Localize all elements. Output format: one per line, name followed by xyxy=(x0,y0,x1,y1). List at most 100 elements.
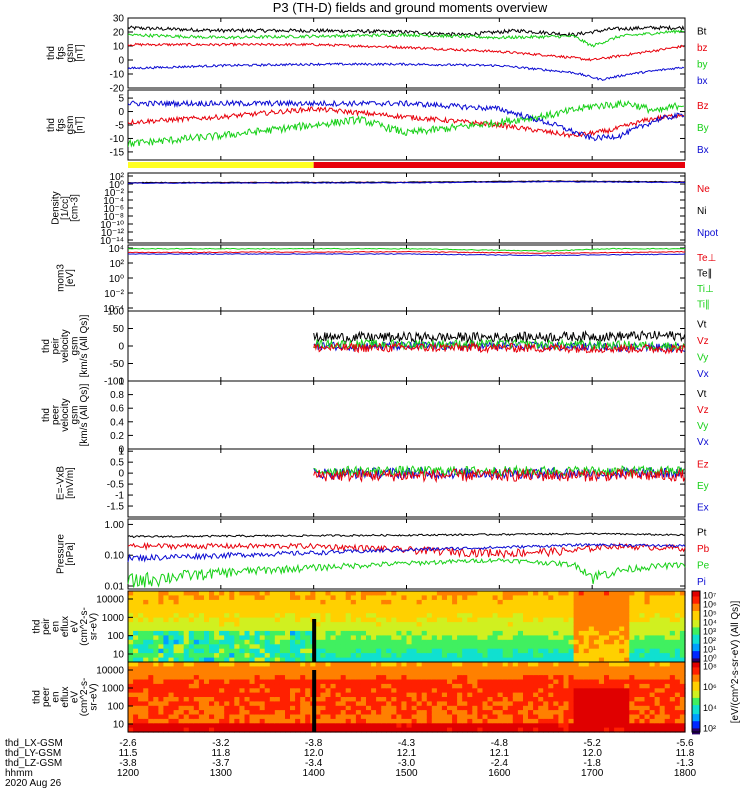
spectrogram-cell xyxy=(330,630,337,636)
y-tick-label: 0.01 xyxy=(105,582,125,593)
spectrogram-cell xyxy=(497,701,504,707)
spectrogram-cell xyxy=(624,591,630,596)
spectrogram-cell xyxy=(198,666,205,672)
spectrogram-cell xyxy=(436,727,443,733)
spectrogram-cell xyxy=(198,662,205,667)
spectrogram-cell xyxy=(244,683,251,689)
spectrogram-cell xyxy=(528,595,534,601)
spectrogram-cell xyxy=(325,718,332,724)
spectrogram-cell xyxy=(198,670,205,676)
spectrogram-cell xyxy=(416,666,423,672)
spectrogram-cell xyxy=(447,714,453,720)
spectrogram-cell xyxy=(305,662,311,667)
spectrogram-cell xyxy=(502,670,509,676)
spectrogram-cell xyxy=(558,723,565,729)
spectrogram-cell xyxy=(674,622,681,628)
spectrogram-cell xyxy=(128,679,134,685)
spectrogram-cell xyxy=(224,595,230,601)
spectrogram-cell xyxy=(406,723,413,729)
spectrogram-cell xyxy=(629,692,635,698)
spectrogram-cell xyxy=(426,683,433,689)
spectrogram-cell xyxy=(583,604,590,610)
spectrogram-cell xyxy=(609,639,615,645)
spectrogram-cell xyxy=(209,679,215,685)
spectrogram-cell xyxy=(219,644,225,650)
spectrogram-cell xyxy=(664,666,671,672)
spectrogram-cell xyxy=(234,714,240,720)
spectrogram-cell xyxy=(674,626,681,632)
spectrogram-cell xyxy=(406,714,413,720)
spectrogram-cell xyxy=(148,591,154,596)
spectrogram-cell xyxy=(447,683,453,689)
legend-entry: Ne xyxy=(697,184,710,195)
spectrogram-cell xyxy=(416,644,423,650)
spectrogram-cell xyxy=(548,701,554,707)
spectrogram-cell xyxy=(659,591,666,596)
spectrogram-cell xyxy=(629,697,635,702)
spectrogram-cell xyxy=(452,648,458,654)
spectrogram-cell xyxy=(371,653,377,659)
spectrogram-cell xyxy=(593,688,600,694)
spectrogram-cell xyxy=(224,648,230,654)
spectrogram-cell xyxy=(452,657,458,663)
spectrogram-cell xyxy=(178,613,185,619)
spectrogram-cell xyxy=(426,639,433,645)
spectrogram-cell xyxy=(214,679,220,685)
spectrogram-cell xyxy=(517,644,524,650)
spectrogram-cell xyxy=(173,626,180,632)
legend-entry: Vt xyxy=(697,319,707,330)
spectrogram-cell xyxy=(598,718,605,724)
spectrogram-cell xyxy=(598,644,605,650)
spectrogram-cell xyxy=(528,626,534,632)
colorbar-cell xyxy=(692,724,700,728)
spectrogram-cell xyxy=(669,617,676,623)
spectrogram-cell xyxy=(325,622,332,628)
spectrogram-cell xyxy=(295,662,301,667)
spectrogram-cell xyxy=(588,630,595,636)
spectrogram-cell xyxy=(330,591,337,596)
spectrogram-cell xyxy=(533,679,539,685)
spectrogram-cell xyxy=(533,683,539,689)
spectrogram-cell xyxy=(163,617,170,623)
spectrogram-cell xyxy=(355,622,362,628)
spectrogram-cell xyxy=(487,622,494,628)
spectrogram-cell xyxy=(664,714,671,720)
spectrogram-cell xyxy=(634,653,641,659)
spectrogram-cell xyxy=(436,635,443,641)
spectrogram-cell xyxy=(224,662,230,667)
spectrogram-cell xyxy=(462,635,468,641)
spectrogram-cell xyxy=(239,622,246,628)
spectrogram-cell xyxy=(654,675,661,681)
spectrogram-cell xyxy=(158,653,165,659)
spectrogram-cell xyxy=(568,727,575,733)
spectrogram-cell xyxy=(649,679,656,685)
spectrogram-cell xyxy=(421,613,428,619)
spectrogram-cell xyxy=(295,723,301,729)
spectrogram-cell xyxy=(396,653,403,659)
spectrogram-cell xyxy=(214,666,220,672)
spectrogram-cell xyxy=(624,723,630,729)
colorbar-cell xyxy=(692,714,700,717)
spectrogram-cell xyxy=(254,595,261,601)
spectrogram-cell xyxy=(568,683,575,689)
spectrogram-cell xyxy=(345,613,352,619)
spectrogram-cell xyxy=(421,701,428,707)
spectrogram-cell xyxy=(138,683,144,689)
spectrogram-cell xyxy=(517,718,524,724)
spectrogram-cell xyxy=(295,697,301,702)
spectrogram-cell xyxy=(482,635,489,641)
spectrogram-cell xyxy=(386,613,392,619)
spectrogram-cell xyxy=(295,648,301,654)
spectrogram-cell xyxy=(214,701,220,707)
spectrogram-cell xyxy=(543,613,549,619)
spectrogram-cell xyxy=(315,648,322,654)
spectrogram-cell xyxy=(598,714,605,720)
spectrogram-cell xyxy=(396,683,403,689)
spectrogram-cell xyxy=(477,710,484,716)
spectrogram-cell xyxy=(497,639,504,645)
spectrogram-cell xyxy=(679,653,686,659)
spectrogram-cell xyxy=(477,705,484,711)
spectrogram-cell xyxy=(457,723,463,729)
spectrogram-cell xyxy=(416,701,423,707)
spectrogram-cell xyxy=(249,688,256,694)
